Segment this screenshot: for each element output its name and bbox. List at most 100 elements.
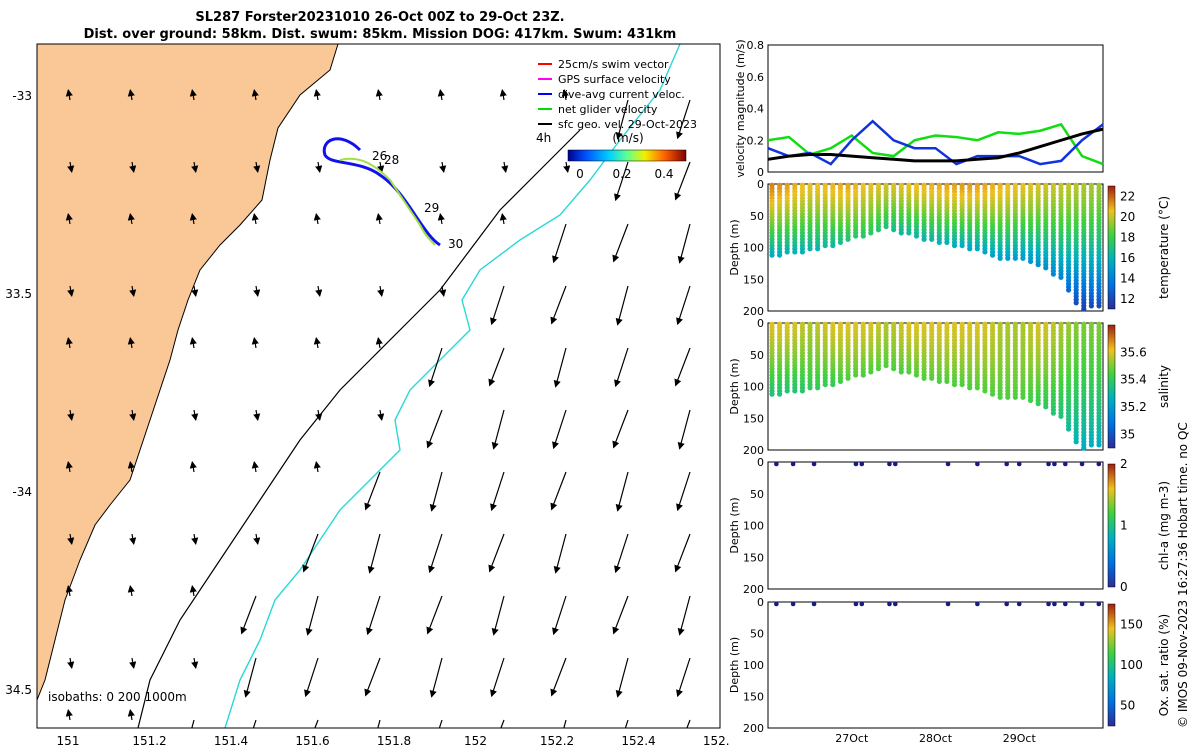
current-arrow xyxy=(563,719,567,728)
colorbar-tick: 35.4 xyxy=(1120,373,1147,387)
coastline-land xyxy=(37,44,339,701)
section-sample xyxy=(1035,401,1041,407)
day-label: 30 xyxy=(448,237,463,251)
section-sample xyxy=(868,369,874,375)
current-arrow xyxy=(550,285,567,325)
section-sample xyxy=(1005,255,1011,261)
section-sample xyxy=(1081,445,1087,451)
legend-extra: 4h xyxy=(536,131,551,145)
velocity-series-line xyxy=(767,122,1104,166)
section-sample xyxy=(936,378,942,385)
current-arrow xyxy=(127,212,135,225)
current-arrow xyxy=(302,533,319,573)
legend-label: GPS surface velocity xyxy=(558,73,671,86)
section-sample xyxy=(784,249,790,255)
sample-point xyxy=(1052,601,1057,607)
sample-point xyxy=(1096,601,1102,607)
section-sample xyxy=(982,249,988,255)
velocity-series-line xyxy=(767,119,1104,166)
map-xtick: 151.4 xyxy=(214,734,248,748)
section-sample xyxy=(951,381,958,388)
sample-point xyxy=(975,601,980,607)
velocity-ytick: 0 xyxy=(757,166,764,179)
map-axes: 151 151.2 151.4 151.6 151.8 152 152.2 152.4 152.… xyxy=(5,89,730,748)
current-arrow xyxy=(615,657,629,698)
depth-tick: 50 xyxy=(750,488,764,501)
section-sample xyxy=(1035,262,1041,268)
sample-point xyxy=(893,601,898,607)
current-arrow xyxy=(251,336,259,349)
section-sample xyxy=(944,239,950,246)
section-sample xyxy=(974,246,980,252)
depth-tick: 100 xyxy=(743,659,764,672)
current-arrow xyxy=(252,719,257,728)
current-arrow xyxy=(189,460,197,473)
current-arrow xyxy=(191,409,199,422)
velocity-ytick: 0.4 xyxy=(747,103,765,116)
current-arrow xyxy=(677,595,691,636)
map-xtick: 152 xyxy=(464,734,487,748)
section-sample xyxy=(792,249,798,255)
day-label: 26 xyxy=(372,149,387,163)
section-sample xyxy=(1027,258,1034,265)
section-sample xyxy=(944,378,950,385)
section-sample xyxy=(997,394,1003,400)
current-arrow xyxy=(499,212,507,225)
sample-point xyxy=(1079,601,1085,607)
section-sample xyxy=(860,372,866,378)
current-arrow xyxy=(65,336,73,349)
sparse-axes-box xyxy=(767,601,1104,729)
section-sample xyxy=(1065,287,1072,293)
sample-point xyxy=(1079,461,1085,467)
current-arrow xyxy=(375,88,383,101)
current-arrow xyxy=(674,347,691,387)
colorbar-tick: 14 xyxy=(1120,271,1135,285)
current-arrow xyxy=(686,719,691,728)
current-arrow xyxy=(614,161,629,202)
section-sample xyxy=(792,388,798,394)
isobath-note: isobaths: 0 200 1000m xyxy=(48,690,187,704)
speed-colorbar xyxy=(567,149,687,162)
current-arrow xyxy=(364,657,381,697)
current-arrow xyxy=(488,347,505,387)
current-arrow xyxy=(315,409,323,422)
current-arrow xyxy=(552,223,567,264)
current-arrow xyxy=(366,595,381,636)
current-arrow xyxy=(253,285,261,298)
legend-label: sfc geo. vel. 29-Oct-2023 xyxy=(558,118,697,131)
section-sample xyxy=(906,369,912,375)
current-arrow xyxy=(676,99,691,140)
section-sample xyxy=(769,252,775,258)
sample-point xyxy=(887,461,892,467)
velocity-ytick: 0.6 xyxy=(747,71,765,84)
depth-tick: 150 xyxy=(743,691,764,704)
sample-point xyxy=(859,601,865,607)
current-arrow xyxy=(304,657,319,698)
section-sample xyxy=(891,366,897,372)
sample-point xyxy=(1063,601,1068,607)
depth-tick: 100 xyxy=(743,381,764,394)
map-xtick: 152.4 xyxy=(621,734,655,748)
section-sample xyxy=(1012,255,1018,261)
section-sample xyxy=(989,252,996,258)
legend-label: net glider velocity xyxy=(558,103,658,116)
section-sample xyxy=(1073,439,1079,445)
velocity-ylabel: velocity magnitude (m/s) xyxy=(734,39,747,177)
date-xtick: 29Oct xyxy=(1003,732,1037,745)
current-arrow xyxy=(65,584,73,597)
map-ytick: -34 xyxy=(12,485,32,499)
sample-point xyxy=(1063,461,1068,467)
current-arrow xyxy=(439,285,447,298)
colorbar-tick: 150 xyxy=(1120,617,1143,631)
speed-colorbar-label: (m/s) xyxy=(612,131,643,145)
depth-tick: 50 xyxy=(750,628,764,641)
sample-point xyxy=(1046,601,1051,607)
depth-tick: 200 xyxy=(743,583,764,596)
section-sample xyxy=(769,391,775,397)
speed-colorbar-tick: 0.2 xyxy=(612,167,631,181)
current-arrow xyxy=(490,471,505,512)
section-sample xyxy=(929,236,935,242)
section-panel-temperature: 0 50 100 150 200 Depth (m) 22 20 18 16 14 12 tempera… xyxy=(728,178,1171,318)
colorbar-tick: 1 xyxy=(1120,519,1128,533)
map-xtick: 152.6 xyxy=(703,734,730,748)
